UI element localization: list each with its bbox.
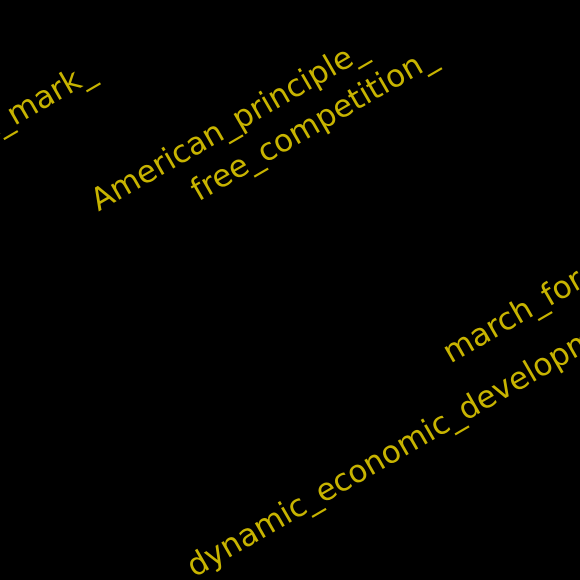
phrase-dynamic-economic-development: dynamic_economic_developm: [180, 320, 580, 580]
phrase-mark: t_mark_: [0, 53, 102, 147]
